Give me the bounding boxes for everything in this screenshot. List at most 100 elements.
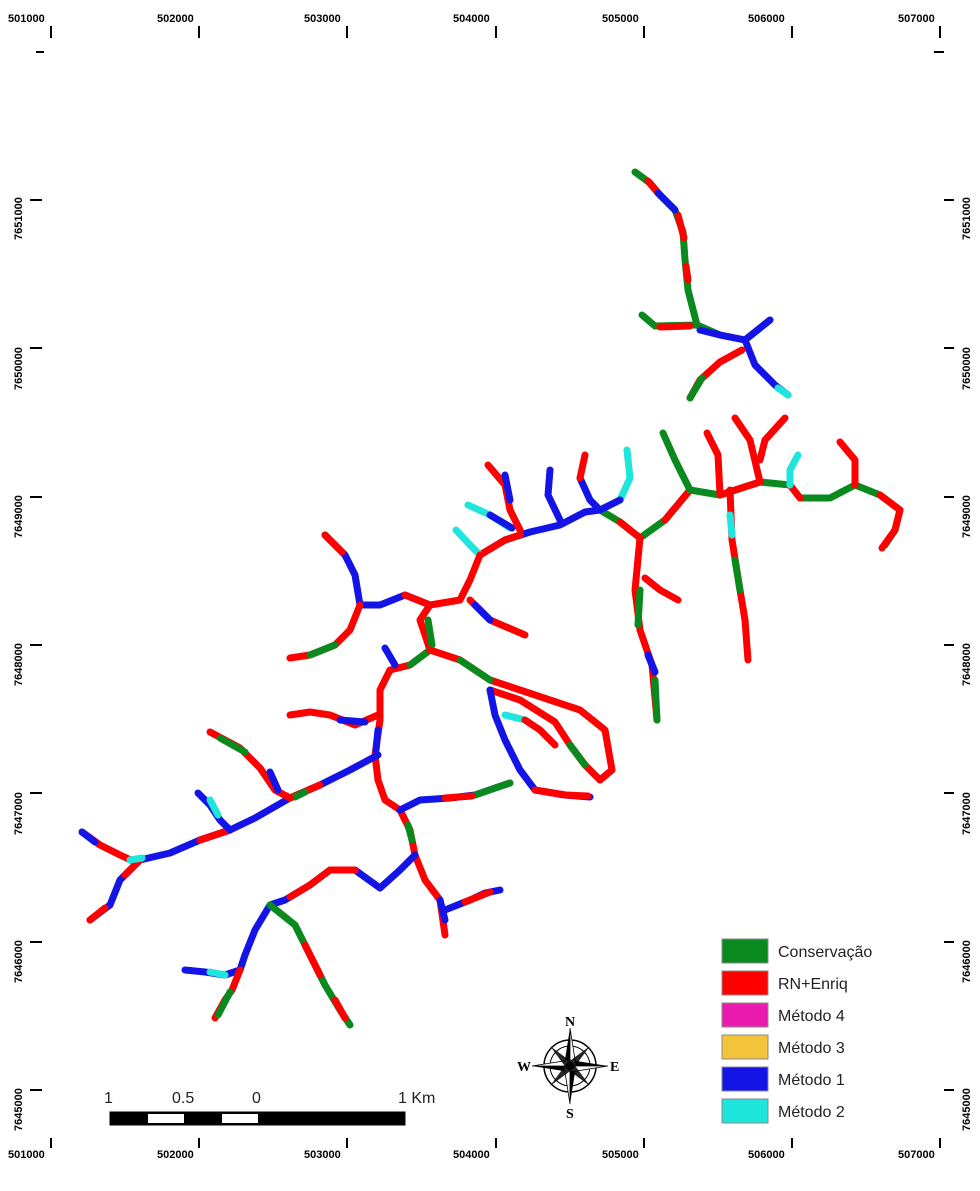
stream-north-west-red [656,322,694,331]
stream-east-trib-5 [836,438,859,489]
left-y-label-7649000: 7649000 [13,495,25,538]
legend-swatch-metodo3 [721,1034,769,1060]
stream-center-south-green [634,586,661,724]
stream-central-red [476,531,524,559]
compass-n: N [565,1015,575,1030]
legend-label-rn-enriq: RN+Enriq [778,976,848,993]
top-x-label-504000: 504000 [453,13,490,25]
bottom-coordinate-labels: 501000 502000 503000 504000 505000 50600… [8,1138,941,1161]
legend-label-metodo3: Método 3 [778,1040,845,1057]
bottom-x-label-507000: 507000 [898,1149,935,1161]
bottom-x-label-506000: 506000 [748,1149,785,1161]
top-x-label-506000: 506000 [748,13,785,25]
stream-sw-trib-3-blue [78,828,99,846]
left-y-label-7645000: 7645000 [13,1088,25,1131]
stream-east-trib-2 [703,429,724,499]
stream-central-trib-4 [576,474,604,514]
legend-item-metodo3: Método 3 [721,1034,845,1060]
legend-item-rn-enriq: RN+Enriq [721,970,848,996]
bottom-x-label-503000: 503000 [304,1149,341,1161]
left-y-label-7646000: 7646000 [13,940,25,983]
stream-east-trib-1 [659,429,694,494]
stream-loop-green [456,656,589,769]
stream-east-south-green [731,556,744,594]
top-x-label-505000: 505000 [602,13,639,25]
compass-w: W [517,1060,531,1075]
legend-swatch-metodo1 [721,1066,769,1092]
stream-north-blue-1 [654,189,774,344]
right-y-label-7645000: 7645000 [961,1088,973,1131]
scale-label-1: 1 [104,1090,113,1107]
right-y-label-7648000: 7648000 [961,643,973,686]
legend-label-metodo4: Método 4 [778,1008,845,1025]
left-coordinate-labels: 7651000 7650000 7649000 7648000 7647000 … [13,197,42,1131]
stream-sw-cyan [126,854,146,864]
stream-middle-blue [372,644,399,754]
stream-south-east-red [441,792,476,802]
bottom-x-label-505000: 505000 [602,1149,639,1161]
legend-swatch-rn-enriq [721,970,769,996]
stream-south-down-red [301,941,349,1022]
stream-east-trib-4 [756,414,789,464]
top-x-label-507000: 507000 [898,13,935,25]
stream-nw-1-red [321,531,434,609]
stream-east-south-cyan [726,511,736,539]
stream-south-main-green [404,821,416,844]
stream-loop-outer [426,646,616,784]
stream-south-sw-cyan [206,968,229,979]
stream-sw-trib-1-green [216,734,249,756]
legend-swatch-metodo4 [721,1002,769,1028]
stream-north-sw-green [686,374,706,402]
stream-south-sw-red [286,866,359,901]
stream-center-south-branch [641,574,682,604]
stream-nw-2-green [306,641,339,659]
stream-east-red [616,478,904,552]
stream-middle-main [371,646,434,814]
stream-south-east-green [471,779,514,799]
bottom-x-label-502000: 502000 [157,1149,194,1161]
top-x-label-503000: 503000 [304,13,341,25]
legend-item-metodo4: Método 4 [721,1002,845,1028]
top-x-label-502000: 502000 [157,13,194,25]
stream-central-trib-3 [544,466,564,524]
bottom-x-label-504000: 504000 [453,1149,490,1161]
scale-label-1-km: 1 Km [398,1090,435,1107]
top-x-label-501000: 501000 [8,13,45,25]
scale-bar: 1 0.5 0 1 Km [104,1090,435,1126]
stream-sw-trib-1-blue [266,768,282,794]
stream-east-trib-3 [731,414,764,486]
stream-center-south-blue [644,651,659,676]
left-y-label-7651000: 7651000 [13,197,25,240]
legend-item-metodo2: Método 2 [721,1098,845,1124]
stream-central-trib-1b [486,511,516,532]
left-y-label-7647000: 7647000 [13,792,25,835]
stream-south-east-2-red [461,888,494,906]
compass-s: S [566,1107,574,1122]
stream-central-ne-blue [471,601,494,624]
right-coordinate-labels: 7651000 7650000 7649000 7648000 7647000 … [944,197,973,1131]
scale-label-0: 0 [252,1090,261,1107]
stream-south-down-2-green [214,988,234,1019]
legend-label-conservacao: Conservação [778,944,872,961]
legend-swatch-conservacao [721,938,769,964]
stream-central-down-green [424,616,436,649]
right-y-label-7647000: 7647000 [961,792,973,835]
top-coordinate-labels: 501000 502000 503000 504000 505000 50600… [8,13,944,53]
stream-network [78,168,904,1029]
left-y-label-7648000: 7648000 [13,643,25,686]
compass-e: E [610,1060,619,1075]
legend-swatch-metodo2 [721,1098,769,1124]
stream-north-cyan [774,384,792,399]
legend-label-metodo1: Método 1 [778,1072,845,1089]
stream-east-trib-6 [786,451,802,489]
bottom-x-label-501000: 501000 [8,1149,45,1161]
scale-label-0-5: 0.5 [172,1090,194,1107]
stream-sw-main-green [291,788,309,801]
legend: Conservação RN+Enriq Método 4 Método 3 M… [721,938,872,1124]
legend-item-metodo1: Método 1 [721,1066,845,1092]
stream-sw-trib-2-cyan [206,796,222,819]
right-y-label-7651000: 7651000 [961,197,973,240]
right-y-label-7646000: 7646000 [961,940,973,983]
stream-central-west [452,526,484,559]
